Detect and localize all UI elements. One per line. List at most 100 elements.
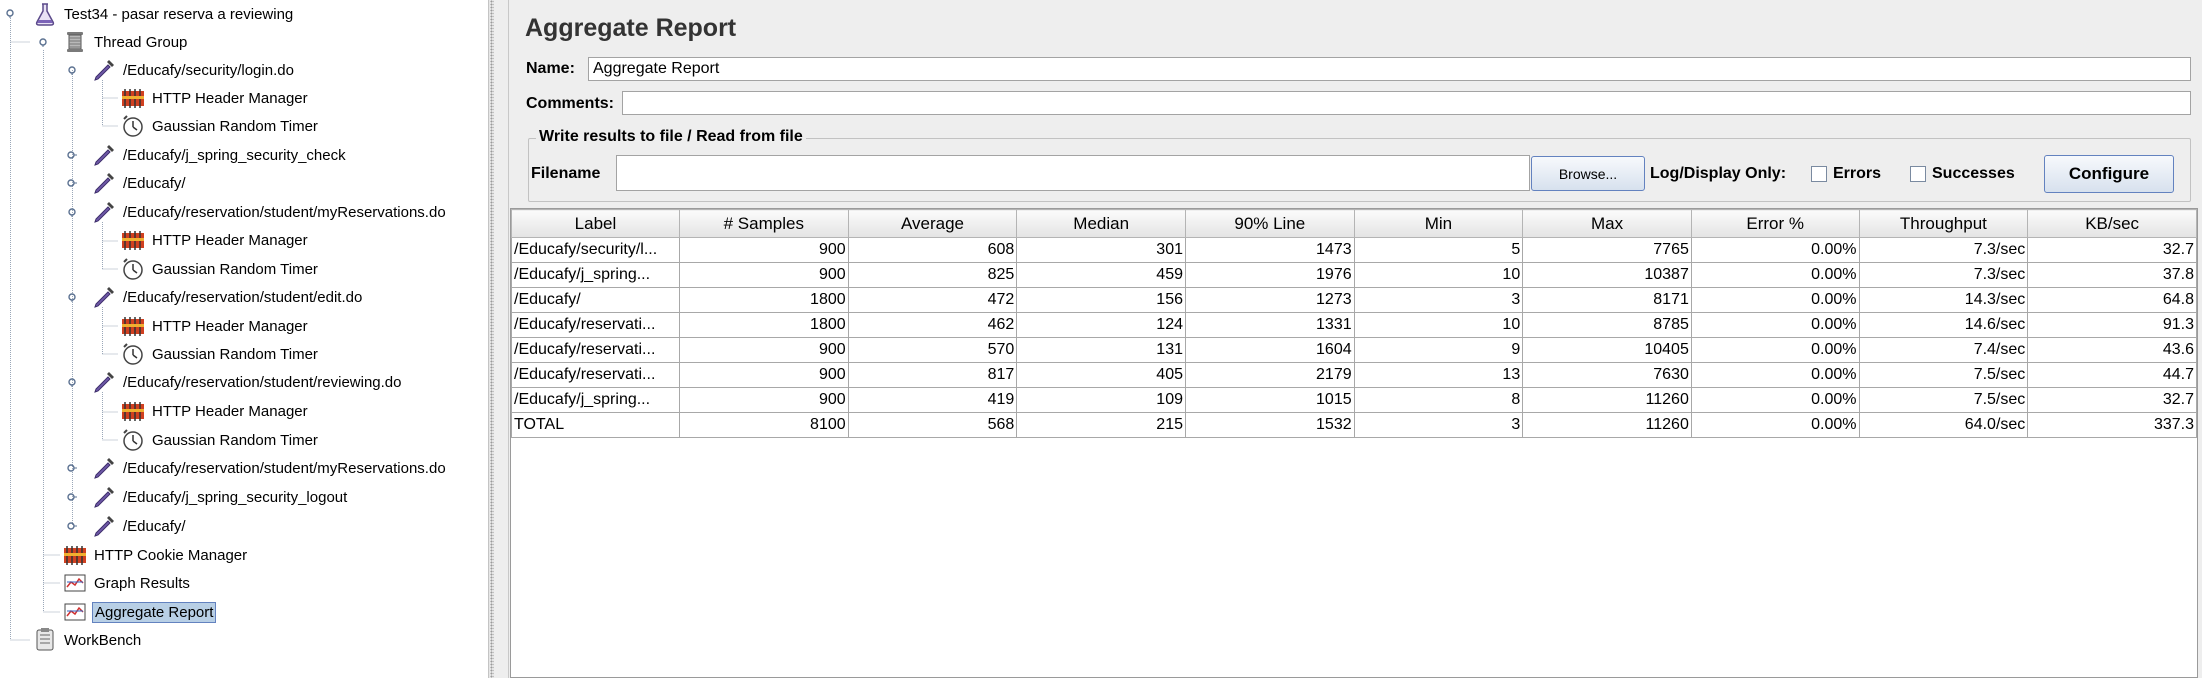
graph-listener-icon: [64, 603, 86, 621]
tree-node-sampler[interactable]: /Educafy/reservation/student/myReservati…: [91, 200, 448, 224]
tree-node-graph-results[interactable]: Graph Results: [62, 571, 192, 595]
expand-toggle-icon[interactable]: [5, 8, 15, 18]
filename-input[interactable]: [616, 155, 1530, 191]
table-cell: 0.00%: [1690, 412, 1860, 438]
table-cell: 1331: [1185, 312, 1355, 338]
tree-node-header-manager[interactable]: HTTP Header Manager: [120, 399, 310, 423]
aggregate-table[interactable]: Label # Samples Average Median 90% Line …: [510, 208, 2198, 678]
tree-node-aggregate-report[interactable]: Aggregate Report: [62, 600, 217, 624]
table-cell: 44.7: [2027, 362, 2197, 388]
table-cell: 1473: [1185, 237, 1355, 263]
table-cell: 64.0/sec: [1858, 412, 2029, 438]
table-cell: 3: [1353, 412, 1524, 438]
table-cell: 43.6: [2027, 337, 2197, 363]
table-cell: 337.3: [2027, 412, 2197, 438]
tree-node-header-manager[interactable]: HTTP Header Manager: [120, 86, 310, 110]
tree-node-header-manager[interactable]: HTTP Header Manager: [120, 228, 310, 252]
table-cell: /Educafy/security/l...: [511, 237, 680, 263]
column-header[interactable]: Label: [511, 209, 680, 238]
table-row-total[interactable]: TOTAL 8100 568 215 1532 3 11260 0.00% 64…: [511, 412, 2197, 438]
tree-node-sampler[interactable]: /Educafy/j_spring_security_logout: [91, 485, 349, 509]
column-header[interactable]: Max: [1522, 209, 1692, 238]
successes-label: Successes: [1932, 165, 2015, 182]
successes-checkbox[interactable]: [1910, 166, 1926, 182]
table-cell: 608: [847, 237, 1018, 263]
tree-node-sampler[interactable]: /Educafy/reservation/student/edit.do: [91, 285, 364, 309]
column-header[interactable]: # Samples: [678, 209, 849, 238]
browse-button[interactable]: Browse...: [1531, 156, 1645, 191]
expand-toggle-icon[interactable]: [67, 292, 77, 302]
tree-node-sampler[interactable]: /Educafy/reservation/student/myReservati…: [91, 456, 448, 480]
expand-toggle-icon[interactable]: [67, 65, 77, 75]
collapsed-toggle-icon[interactable]: [67, 150, 77, 160]
table-cell: 825: [847, 262, 1018, 288]
tree-connector-lines: [10, 18, 118, 641]
table-cell: 13: [1353, 362, 1524, 388]
table-row[interactable]: /Educafy/security/l... 900 608 301 1473 …: [511, 237, 2197, 263]
table-cell: 1800: [678, 312, 849, 338]
table-cell: 7.3/sec: [1858, 262, 2029, 288]
table-cell: 900: [678, 362, 849, 388]
table-cell: 91.3: [2027, 312, 2197, 338]
tree-node-workbench[interactable]: WorkBench: [32, 628, 143, 652]
tree-node-sampler[interactable]: /Educafy/reservation/student/reviewing.d…: [91, 370, 404, 394]
tree-node-header-manager[interactable]: HTTP Header Manager: [120, 314, 310, 338]
collapsed-toggle-icon[interactable]: [67, 492, 77, 502]
tree-node-test-plan[interactable]: Test34 - pasar reserva a reviewing: [32, 2, 295, 26]
tree-node-sampler[interactable]: /Educafy/security/login.do: [91, 58, 296, 82]
tree-node-label: WorkBench: [64, 631, 142, 649]
spool-icon: [67, 32, 83, 52]
column-header[interactable]: Average: [847, 209, 1018, 238]
tree-node-label: Graph Results: [94, 574, 190, 592]
header-manager-icon: [122, 317, 144, 336]
column-header[interactable]: Min: [1353, 209, 1524, 238]
header-manager-icon: [122, 402, 144, 421]
tree-node-sampler[interactable]: /Educafy/: [91, 514, 188, 538]
file-group-title: Write results to file / Read from file: [536, 128, 806, 146]
table-row[interactable]: /Educafy/j_spring... 900 825 459 1976 10…: [511, 262, 2197, 288]
column-header[interactable]: KB/sec: [2027, 209, 2197, 238]
table-row[interactable]: /Educafy/reservati... 900 570 131 1604 9…: [511, 337, 2197, 363]
name-field[interactable]: Aggregate Report: [588, 57, 2191, 81]
tree-node-timer[interactable]: Gaussian Random Timer: [120, 428, 320, 452]
test-plan-tree[interactable]: Test34 - pasar reserva a reviewing Threa…: [0, 0, 488, 678]
table-cell: 472: [847, 287, 1018, 313]
table-cell: /Educafy/reservati...: [511, 362, 680, 388]
table-cell: 0.00%: [1690, 362, 1860, 388]
expand-toggle-icon[interactable]: [38, 37, 48, 47]
table-cell: 1604: [1185, 337, 1355, 363]
table-cell: 8171: [1522, 287, 1692, 313]
comments-field[interactable]: [622, 91, 2191, 115]
column-header[interactable]: Error %: [1690, 209, 1860, 238]
tree-node-label: Gaussian Random Timer: [152, 117, 318, 135]
column-header[interactable]: Median: [1016, 209, 1186, 238]
table-cell: 568: [847, 412, 1018, 438]
expand-toggle-icon[interactable]: [67, 377, 77, 387]
timer-icon: [123, 115, 143, 137]
tree-node-label: /Educafy/reservation/student/reviewing.d…: [123, 373, 402, 391]
tree-node-timer[interactable]: Gaussian Random Timer: [120, 342, 320, 366]
collapsed-toggle-icon[interactable]: [67, 178, 77, 188]
tree-node-timer[interactable]: Gaussian Random Timer: [120, 257, 320, 281]
table-cell: 301: [1016, 237, 1186, 263]
tree-node-cookie-manager[interactable]: HTTP Cookie Manager: [62, 543, 249, 567]
table-cell: 0.00%: [1690, 237, 1860, 263]
table-row[interactable]: /Educafy/reservati... 900 817 405 2179 1…: [511, 362, 2197, 388]
column-header[interactable]: 90% Line: [1185, 209, 1355, 238]
table-row[interactable]: /Educafy/j_spring... 900 419 109 1015 8 …: [511, 387, 2197, 413]
table-cell: 0.00%: [1690, 262, 1860, 288]
column-header[interactable]: Throughput: [1858, 209, 2029, 238]
collapsed-toggle-icon[interactable]: [67, 463, 77, 473]
collapsed-toggle-icon[interactable]: [67, 521, 77, 531]
tree-node-timer[interactable]: Gaussian Random Timer: [120, 114, 320, 138]
table-row[interactable]: /Educafy/reservati... 1800 462 124 1331 …: [511, 312, 2197, 338]
configure-button[interactable]: Configure: [2044, 155, 2174, 193]
tree-node-sampler[interactable]: /Educafy/: [91, 171, 188, 195]
tree-node-sampler[interactable]: /Educafy/j_spring_security_check: [91, 143, 348, 167]
table-row[interactable]: /Educafy/ 1800 472 156 1273 3 8171 0.00%…: [511, 287, 2197, 313]
table-cell: 10: [1353, 262, 1524, 288]
errors-label: Errors: [1833, 165, 1882, 182]
tree-node-thread-group[interactable]: Thread Group: [62, 30, 189, 54]
expand-toggle-icon[interactable]: [67, 207, 77, 217]
errors-checkbox[interactable]: [1811, 166, 1827, 182]
